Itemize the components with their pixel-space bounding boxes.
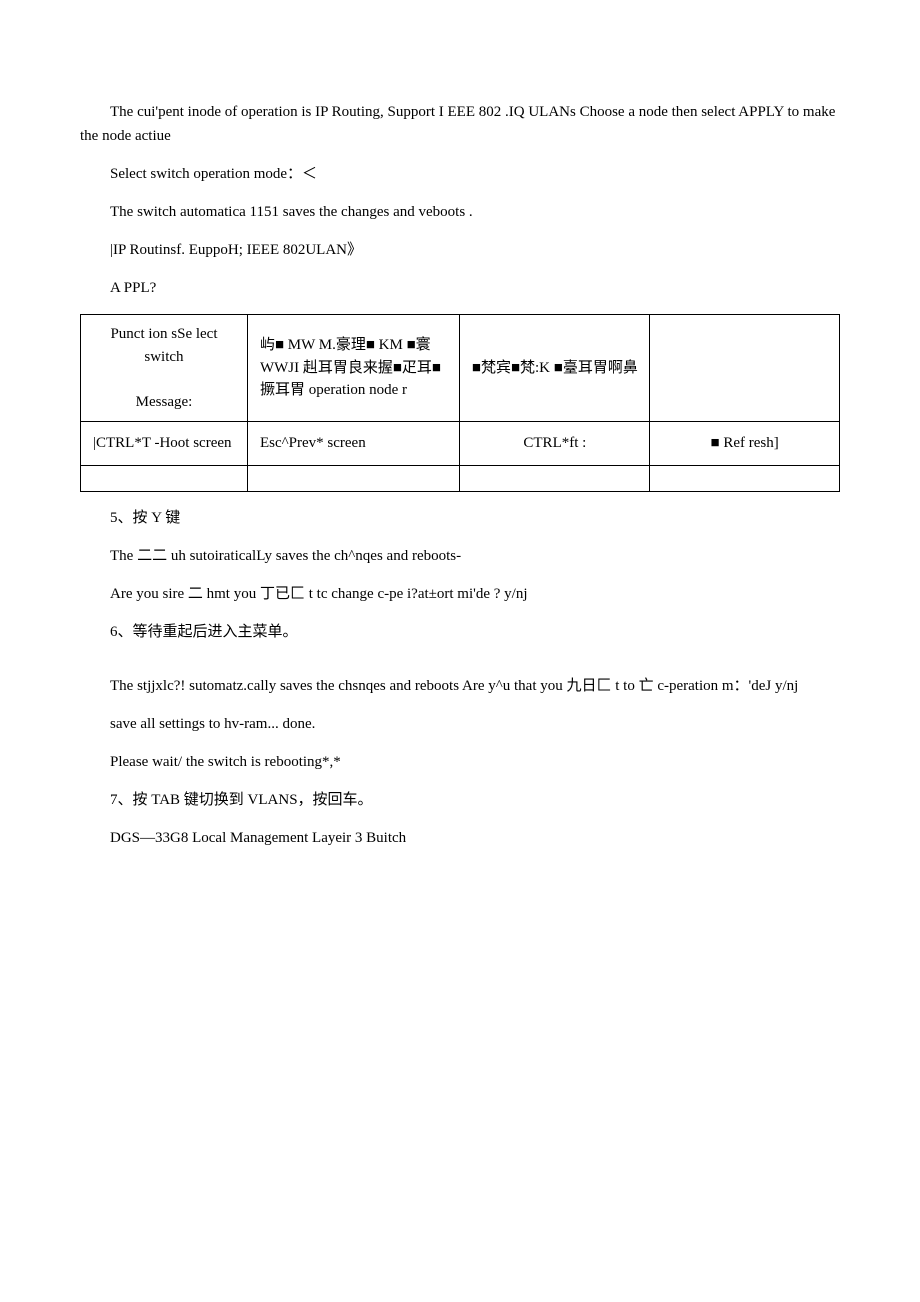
- paragraph-14: DGS—33G8 Local Management Layeir 3 Buitc…: [80, 826, 840, 850]
- paragraph-1: The cui'pent inode of operation is IP Ro…: [80, 100, 840, 148]
- terminal-table: Punct ion sSe lect switch Message: 屿■ MW…: [80, 314, 840, 492]
- paragraph-5: A PPL?: [80, 276, 840, 300]
- cell-r2c3: CTRL*ft :: [460, 422, 650, 466]
- cell-r1c4: [650, 315, 840, 422]
- table-row: Punct ion sSe lect switch Message: 屿■ MW…: [81, 315, 840, 422]
- table-row: [81, 466, 840, 492]
- cell-r2c1: |CTRL*T -Hoot screen: [81, 422, 248, 466]
- paragraph-13: 7、按 TAB 键切换到 VLANS，按回车。: [80, 788, 840, 812]
- cell-r1c3: ■梵宾■梵:K ■臺耳胃啊鼻: [460, 315, 650, 422]
- paragraph-2: Select switch operation mode：＜: [80, 162, 840, 186]
- paragraph-6: 5、按 Y 键: [80, 506, 840, 530]
- cell-r3c3: [460, 466, 650, 492]
- paragraph-9: 6、等待重起后进入主菜单。: [80, 620, 840, 644]
- paragraph-4: |IP Routinsf. EuppoH; IEEE 802ULAN》: [80, 238, 840, 262]
- paragraph-12: Please wait/ the switch is rebooting*,*: [80, 750, 840, 774]
- paragraph-7: The 二二 uh sutoiraticalLy saves the ch^nq…: [80, 544, 840, 568]
- paragraph-11: save all settings to hv-ram... done.: [80, 712, 840, 736]
- cell-r3c2: [247, 466, 460, 492]
- cell-r1c1: Punct ion sSe lect switch Message:: [81, 315, 248, 422]
- cell-r3c4: [650, 466, 840, 492]
- cell-r2c2: Esc^Prev* screen: [247, 422, 460, 466]
- paragraph-10: The stjjxlc?! sutomatz.cally saves the c…: [80, 674, 840, 698]
- cell-r1c2: 屿■ MW M.豪理■ KM ■寰 WWJI 赳耳胃良来握■疋耳■撅耳胃 ope…: [247, 315, 460, 422]
- table-row: |CTRL*T -Hoot screen Esc^Prev* screen CT…: [81, 422, 840, 466]
- paragraph-8: Are you sire 二 hmt you 丁已匚 t tc change c…: [80, 582, 840, 606]
- cell-r3c1: [81, 466, 248, 492]
- paragraph-3: The switch automatica 1151 saves the cha…: [80, 200, 840, 224]
- cell-r2c4: ■ Ref resh]: [650, 422, 840, 466]
